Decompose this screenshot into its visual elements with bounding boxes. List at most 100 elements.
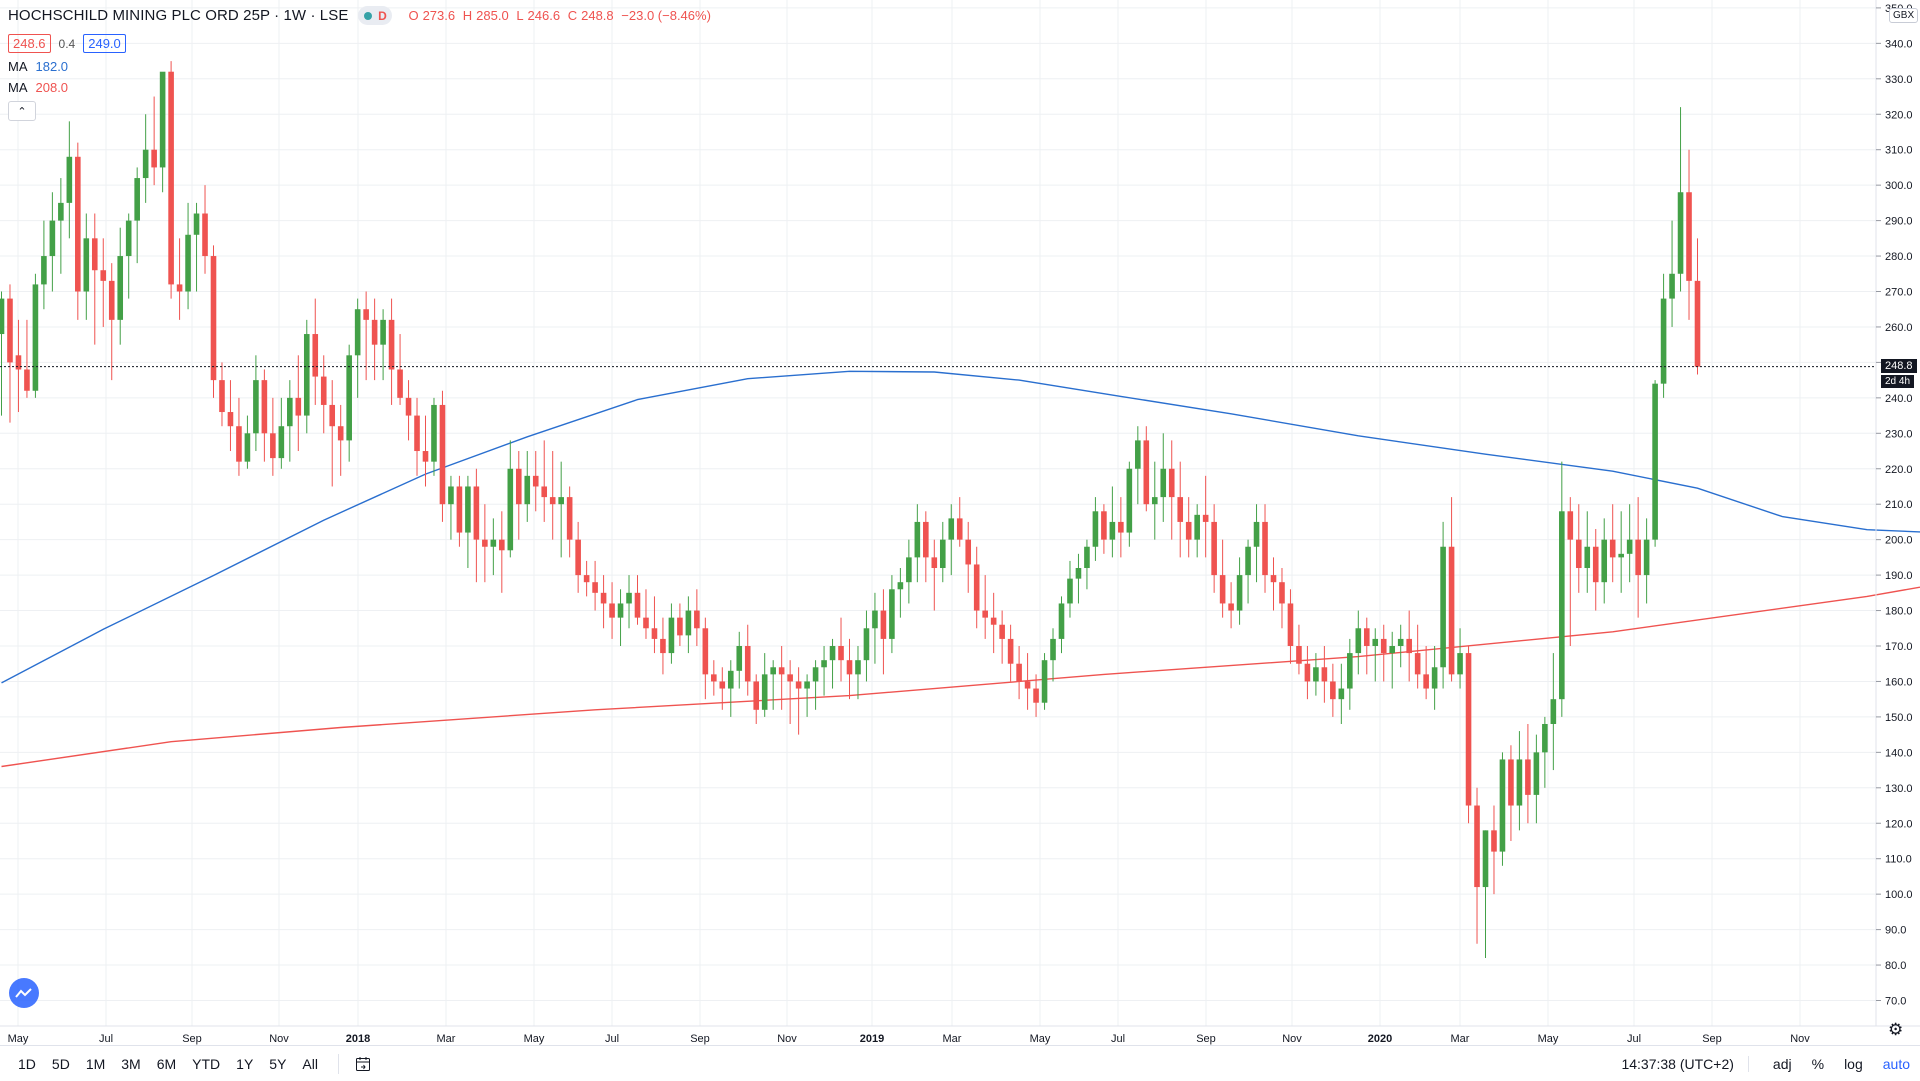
x-tick-label: May [1538, 1033, 1559, 1045]
candle-body [626, 593, 632, 604]
candle-body [948, 518, 954, 539]
candle-body [838, 646, 844, 660]
candle-body [787, 674, 793, 681]
candle-body [1508, 759, 1514, 805]
candle [889, 575, 895, 653]
candle [838, 618, 844, 682]
candle [58, 178, 64, 274]
x-tick-label: Jul [1111, 1033, 1125, 1045]
symbol-title[interactable]: HOCHSCHILD MINING PLC ORD 25P · 1W · LSE [8, 7, 348, 24]
range-all-button[interactable]: All [294, 1056, 326, 1072]
candle [1517, 731, 1523, 830]
candle [1652, 380, 1658, 547]
range-5d-button[interactable]: 5D [44, 1056, 78, 1072]
candle-body [686, 611, 692, 636]
candle-body [1551, 699, 1557, 724]
candle [50, 192, 56, 291]
candle-body [1262, 522, 1268, 575]
close-label: C [568, 8, 577, 23]
candle-body [1347, 653, 1353, 688]
y-tick-label: 220.0 [1885, 464, 1913, 476]
candle-body [499, 540, 505, 551]
candle-body [541, 486, 547, 497]
candle-body [372, 320, 378, 345]
candle-body [1211, 522, 1217, 575]
auto-scale-toggle[interactable]: auto [1873, 1056, 1920, 1072]
candle [524, 451, 530, 522]
candle-body [855, 660, 861, 674]
log-scale-toggle[interactable]: log [1834, 1056, 1873, 1072]
range-6m-button[interactable]: 6M [149, 1056, 184, 1072]
candle-body [1449, 547, 1455, 675]
candle [1330, 664, 1336, 717]
candle [677, 603, 683, 646]
candle-body [1059, 603, 1065, 638]
ask-price[interactable]: 249.0 [83, 34, 126, 53]
candle-body [567, 497, 573, 540]
candle [1067, 561, 1073, 618]
candle-body [881, 611, 887, 639]
candle [1144, 426, 1150, 511]
candle-body [1152, 497, 1158, 504]
candle-body [75, 157, 81, 292]
candle-body [999, 625, 1005, 639]
candle [245, 416, 251, 469]
candle-body [558, 497, 564, 504]
candle [1635, 497, 1641, 618]
candle-body [1093, 511, 1099, 546]
candle-body [423, 451, 429, 462]
candle-body [431, 405, 437, 462]
candle-body [1110, 522, 1116, 540]
candle [745, 625, 751, 696]
candle-body [312, 334, 318, 377]
candle-body [1042, 660, 1048, 703]
candle [457, 476, 463, 547]
percent-scale-toggle[interactable]: % [1802, 1056, 1834, 1072]
candle-body [1271, 575, 1277, 582]
candle [711, 660, 717, 695]
candle [965, 522, 971, 593]
candle-body [1160, 469, 1166, 497]
range-1m-button[interactable]: 1M [78, 1056, 113, 1072]
candle-body [1313, 667, 1319, 681]
candle-body [991, 618, 997, 625]
candle-body [694, 611, 700, 629]
candle [1203, 476, 1209, 558]
clock-timezone[interactable]: 14:37:38 (UTC+2) [1621, 1056, 1748, 1072]
candle-body [1356, 628, 1362, 653]
market-status-badge[interactable]: D [358, 6, 392, 25]
candle [982, 575, 988, 639]
candle [414, 398, 420, 476]
range-3m-button[interactable]: 3M [113, 1056, 148, 1072]
y-tick-label: 80.0 [1885, 960, 1906, 972]
collapse-legend-button[interactable]: ⌃ [8, 101, 36, 121]
candle [940, 522, 946, 582]
candle-body [508, 469, 514, 551]
candle-body [660, 639, 666, 653]
candle-body [329, 405, 335, 426]
tradingview-logo-icon[interactable] [9, 978, 39, 1008]
candle-body [151, 150, 157, 168]
candle-body [1135, 440, 1141, 468]
candle [296, 355, 302, 451]
chart-settings-gear-icon[interactable]: ⚙ [1888, 1020, 1903, 1040]
range-ytd-button[interactable]: YTD [184, 1056, 228, 1072]
currency-label[interactable]: GBX [1889, 8, 1918, 23]
candle-body [804, 681, 810, 688]
candle [626, 575, 632, 628]
candle [584, 561, 590, 596]
candle-body [245, 433, 251, 461]
range-5y-button[interactable]: 5Y [261, 1056, 294, 1072]
candle-body [1534, 752, 1540, 795]
candle-body [906, 557, 912, 582]
candle [389, 299, 395, 405]
range-1d-button[interactable]: 1D [10, 1056, 44, 1072]
adjust-toggle[interactable]: adj [1763, 1056, 1802, 1072]
bid-price[interactable]: 248.6 [8, 34, 51, 53]
range-1y-button[interactable]: 1Y [228, 1056, 261, 1072]
candle-body [1440, 547, 1446, 668]
go-to-date-calendar-icon[interactable] [338, 1054, 371, 1074]
